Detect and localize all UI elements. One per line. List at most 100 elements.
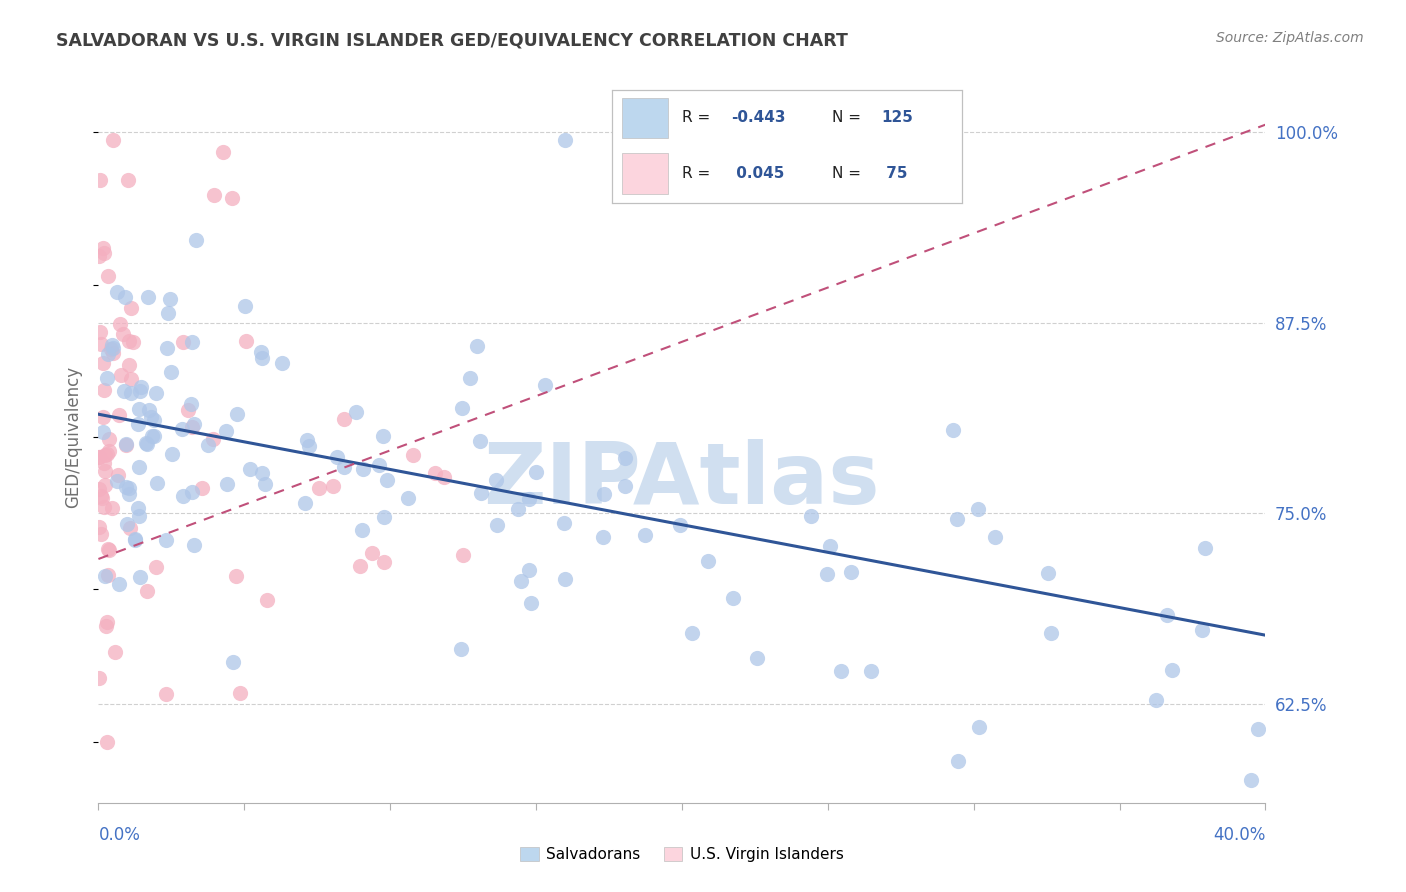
Point (225, 569, 247, 583)
Point (360, 546, 382, 560)
Point (202, 187, 225, 202)
Point (124, 533, 146, 547)
Point (117, 173, 139, 187)
Point (634, 528, 657, 542)
Point (90, 491, 112, 506)
Point (90, 526, 112, 541)
Point (235, 334, 257, 348)
Point (681, 626, 703, 640)
Point (87, 482, 110, 496)
Point (250, 351, 273, 365)
Point (554, 133, 576, 147)
Point (1156, 608, 1178, 623)
Point (97, 347, 120, 361)
Text: Source: ZipAtlas.com: Source: ZipAtlas.com (1216, 31, 1364, 45)
Point (141, 429, 163, 443)
Y-axis label: GED/Equivalency: GED/Equivalency (65, 366, 83, 508)
Point (367, 458, 389, 473)
Point (458, 371, 481, 385)
Point (942, 423, 965, 437)
Point (108, 576, 131, 591)
Point (984, 531, 1007, 545)
Point (155, 687, 177, 701)
Point (142, 412, 165, 426)
Point (98, 444, 121, 458)
Point (107, 468, 129, 483)
Point (87, 450, 110, 464)
Point (349, 558, 371, 573)
Point (222, 656, 245, 670)
Point (221, 191, 243, 205)
Point (592, 486, 614, 500)
Point (122, 334, 145, 349)
Point (696, 553, 718, 567)
Point (818, 539, 841, 553)
Point (159, 292, 181, 306)
Point (160, 447, 183, 461)
Point (97, 432, 120, 446)
Point (344, 405, 367, 419)
Point (352, 523, 374, 537)
Point (94, 619, 117, 633)
Point (859, 665, 882, 679)
Point (250, 345, 273, 359)
Point (180, 335, 202, 350)
Point (614, 479, 637, 493)
Point (451, 548, 474, 562)
Point (89, 325, 111, 339)
Point (229, 686, 252, 700)
Point (142, 429, 165, 443)
Point (89, 173, 111, 187)
Point (1040, 626, 1063, 640)
Point (1038, 566, 1060, 580)
Point (233, 299, 256, 313)
Point (97, 268, 120, 283)
Point (396, 491, 419, 506)
Point (155, 533, 177, 548)
Point (101, 133, 124, 147)
Point (96, 735, 118, 749)
Point (128, 569, 150, 583)
Point (118, 487, 141, 501)
Point (183, 537, 205, 551)
Point (1247, 723, 1270, 737)
Point (115, 517, 138, 532)
Point (97, 567, 120, 582)
Point (1161, 664, 1184, 678)
Point (105, 475, 128, 489)
Point (830, 665, 852, 679)
Point (90, 336, 112, 351)
Point (94, 568, 117, 582)
Point (1144, 693, 1167, 707)
Point (485, 473, 508, 487)
Point (253, 477, 276, 491)
Point (180, 419, 202, 434)
Point (553, 516, 575, 530)
Point (183, 417, 205, 431)
Point (298, 439, 321, 453)
Point (96, 615, 118, 629)
Point (110, 368, 132, 382)
Legend: Salvadorans, U.S. Virgin Islanders: Salvadorans, U.S. Virgin Islanders (515, 841, 849, 868)
Point (948, 754, 970, 768)
Point (91, 410, 114, 425)
Point (723, 591, 745, 606)
Point (156, 306, 179, 320)
Point (93, 356, 115, 370)
Point (172, 335, 194, 350)
Point (105, 285, 128, 300)
Point (128, 509, 150, 524)
Text: ZIPAtlas: ZIPAtlas (484, 440, 880, 523)
Point (592, 530, 614, 544)
Point (967, 720, 990, 734)
Point (614, 450, 637, 465)
Point (146, 475, 169, 490)
Point (93, 383, 115, 397)
Point (115, 436, 138, 450)
Point (509, 574, 531, 589)
Point (468, 434, 491, 449)
Point (1240, 772, 1263, 787)
Point (256, 593, 278, 607)
Point (839, 566, 862, 580)
Point (486, 517, 509, 532)
